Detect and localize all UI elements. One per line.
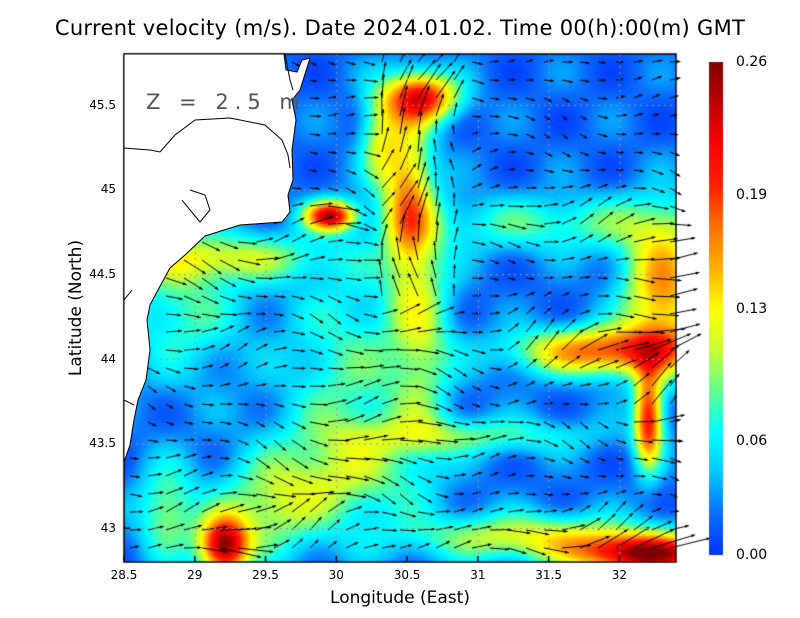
x-tick-label: 28.5 xyxy=(110,568,138,582)
x-tick-label: 31.5 xyxy=(535,568,562,582)
x-tick-label: 29.5 xyxy=(252,568,279,582)
colorbar-tick-label: 0.26 xyxy=(736,54,768,70)
plot-title: Current velocity (m/s). Date 2024.01.02.… xyxy=(54,16,746,40)
x-tick-label: 30.5 xyxy=(393,568,421,582)
x-tick-label: 32 xyxy=(611,568,628,582)
colorbar-tick-label: 0.06 xyxy=(736,433,768,450)
y-tick-label: 44 xyxy=(100,351,116,366)
y-axis-label: Latitude (North) xyxy=(66,239,86,377)
x-axis-label: Longitude (East) xyxy=(330,588,470,608)
y-tick-label: 43.5 xyxy=(89,436,116,451)
y-tick-label: 44.5 xyxy=(89,267,116,282)
coastline xyxy=(123,53,311,463)
depth-label: Z = 2.5 m xyxy=(146,90,306,114)
x-tick-label: 29 xyxy=(187,568,203,582)
y-tick-label: 45.5 xyxy=(89,97,116,112)
y-tick-label: 43 xyxy=(100,521,116,536)
y-tick-label: 45 xyxy=(100,182,116,197)
colorbar-tick-label: 0.19 xyxy=(736,186,768,203)
inner-coastline xyxy=(123,53,294,406)
x-tick-label: 30 xyxy=(328,568,344,582)
colorbar-tick-label: 0.00 xyxy=(736,547,768,563)
x-tick-label: 31 xyxy=(470,568,486,582)
colorbar-tick-label: 0.13 xyxy=(736,300,768,317)
